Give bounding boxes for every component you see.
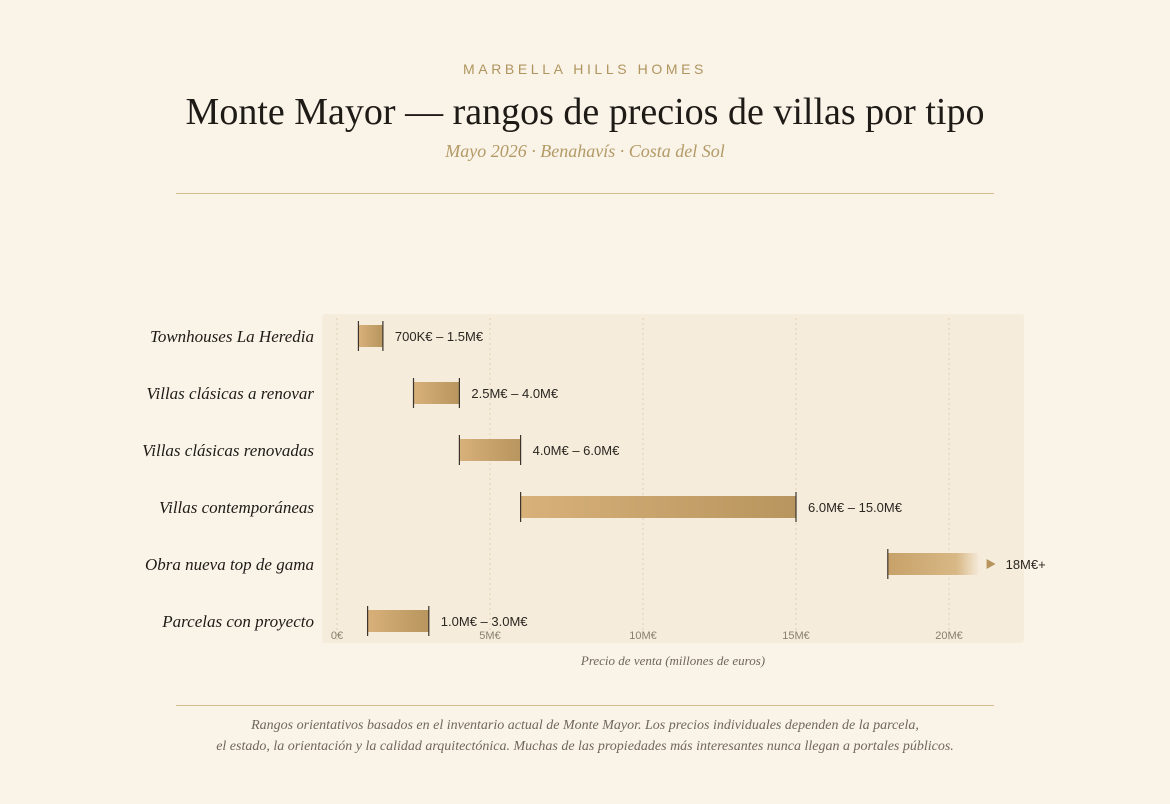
category-label: Villas clásicas a renovar — [146, 384, 314, 403]
x-tick-label: 5M€ — [479, 630, 500, 642]
brand-name: MARBELLA HILLS HOMES — [463, 61, 707, 77]
x-tick-label: 20M€ — [935, 630, 963, 642]
x-tick-label: 10M€ — [629, 630, 657, 642]
range-value-label: 2.5M€ – 4.0M€ — [471, 386, 558, 401]
range-bar — [413, 382, 460, 404]
page-subtitle: Mayo 2026 · Benahavís · Costa del Sol — [445, 141, 725, 161]
footnote-line-2: el estado, la orientación y la calidad a… — [216, 739, 954, 754]
range-bar — [520, 496, 796, 518]
range-bar — [367, 610, 429, 632]
range-value-label: 18M€+ — [1006, 557, 1046, 572]
x-axis-title: Precio de venta (millones de euros) — [580, 653, 765, 668]
bottom-divider — [176, 705, 994, 706]
range-bar — [459, 439, 521, 461]
category-label: Townhouses La Heredia — [150, 327, 314, 346]
plot-area — [322, 314, 1024, 643]
range-value-label: 1.0M€ – 3.0M€ — [441, 614, 528, 629]
category-label: Parcelas con proyecto — [161, 612, 314, 631]
category-label: Villas clásicas renovadas — [142, 441, 314, 460]
range-bar — [887, 553, 980, 575]
page-title: Monte Mayor — rangos de precios de villa… — [185, 91, 985, 133]
category-label: Obra nueva top de gama — [145, 555, 314, 574]
open-ended-arrow-icon — [986, 559, 996, 569]
category-label: Villas contemporáneas — [159, 498, 314, 517]
footnote-line-1: Rangos orientativos basados en el invent… — [251, 718, 919, 733]
range-value-label: 4.0M€ – 6.0M€ — [533, 443, 620, 458]
x-tick-label: 15M€ — [782, 630, 810, 642]
top-divider — [176, 193, 994, 194]
x-tick-label: 0€ — [331, 630, 343, 642]
range-bar — [358, 325, 383, 347]
range-value-label: 6.0M€ – 15.0M€ — [808, 500, 903, 515]
range-value-label: 700K€ – 1.5M€ — [395, 329, 484, 344]
